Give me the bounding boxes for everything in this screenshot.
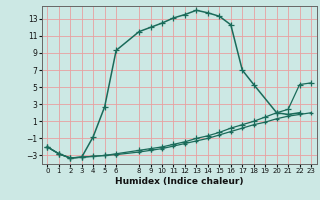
- X-axis label: Humidex (Indice chaleur): Humidex (Indice chaleur): [115, 177, 244, 186]
